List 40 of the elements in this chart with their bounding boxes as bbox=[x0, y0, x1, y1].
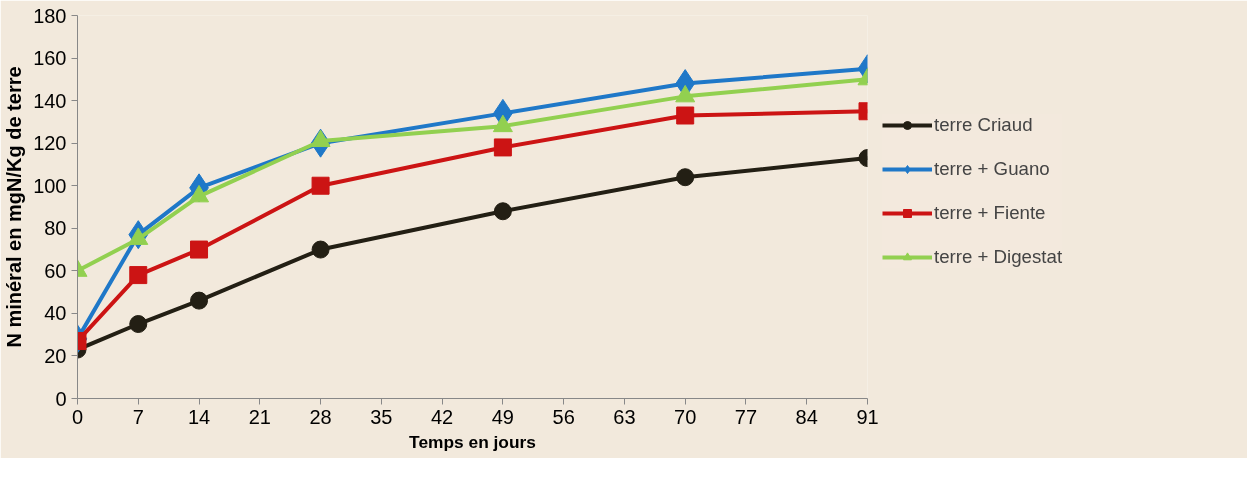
x-tick-label: 14 bbox=[187, 405, 211, 428]
x-tick-label: 7 bbox=[132, 405, 144, 428]
point bbox=[129, 315, 148, 334]
x-tick-label: 77 bbox=[734, 405, 758, 428]
x-axis-title: Temps en jours bbox=[409, 431, 536, 452]
point bbox=[190, 240, 209, 259]
legend-label: terre + Guano bbox=[934, 158, 1050, 180]
point bbox=[129, 266, 148, 285]
x-tick-label: 91 bbox=[856, 405, 879, 428]
x-tick-label: 56 bbox=[552, 405, 575, 428]
point bbox=[493, 138, 512, 157]
x-tick-label: 70 bbox=[674, 405, 697, 428]
legend-label: terre + Fiente bbox=[934, 202, 1046, 224]
x-tick-label: 84 bbox=[795, 405, 818, 428]
y-tick-label: 20 bbox=[44, 344, 67, 367]
y-tick-label: 160 bbox=[33, 47, 67, 70]
y-tick-label: 80 bbox=[44, 217, 67, 240]
x-tick-label: 0 bbox=[71, 405, 84, 428]
legend-label: terre Criaud bbox=[934, 114, 1033, 136]
point bbox=[190, 291, 209, 310]
y-tick-label: 120 bbox=[33, 132, 67, 155]
point bbox=[676, 106, 695, 125]
y-axis-title: N minéral en mgN/Kg de terre bbox=[3, 66, 26, 348]
x-tick-label: 63 bbox=[613, 405, 636, 428]
point bbox=[311, 176, 330, 195]
x-tick-label: 42 bbox=[430, 405, 454, 428]
point bbox=[493, 202, 512, 221]
y-tick-label: 0 bbox=[55, 387, 67, 410]
y-tick-label: 100 bbox=[33, 174, 67, 197]
point bbox=[676, 168, 695, 187]
x-tick-label: 28 bbox=[309, 405, 332, 428]
x-tick-label: 21 bbox=[248, 405, 271, 428]
legend-label: terre + Digestat bbox=[934, 246, 1063, 268]
y-tick-label: 180 bbox=[33, 4, 67, 27]
x-tick-label: 49 bbox=[491, 405, 515, 428]
y-tick-label: 60 bbox=[44, 259, 67, 282]
y-tick-label: 40 bbox=[44, 302, 67, 325]
point bbox=[311, 240, 330, 259]
y-tick-label: 140 bbox=[33, 89, 67, 112]
x-tick-label: 35 bbox=[370, 405, 393, 428]
